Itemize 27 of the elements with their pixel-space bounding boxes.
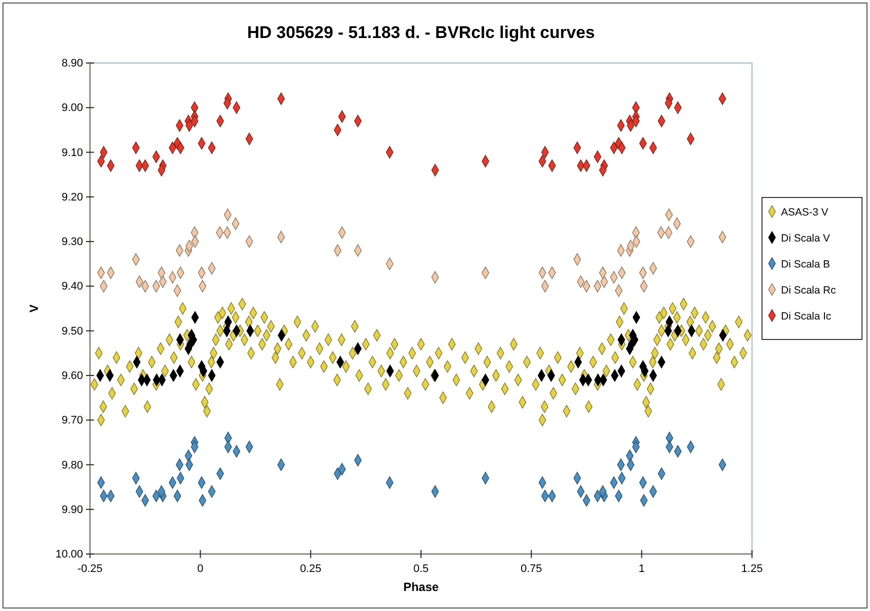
- y-tick-label: 9.20: [62, 191, 83, 204]
- y-tick-label: 9.60: [62, 370, 83, 382]
- x-axis-title: Phase: [403, 580, 439, 594]
- x-tick-label: 0: [197, 563, 204, 575]
- x-tick-label: 1.25: [741, 563, 763, 575]
- x-tick-label: 0.5: [413, 563, 429, 575]
- legend-label: Di Scala Ic: [781, 310, 832, 322]
- y-tick-label: 9.40: [62, 280, 83, 293]
- x-tick-label: -0.25: [77, 563, 103, 575]
- y-tick-label: 9.00: [62, 102, 83, 114]
- legend-label: ASAS-3 V: [781, 206, 828, 218]
- y-axis-title: V: [27, 304, 41, 313]
- x-tick-label: 0.75: [520, 563, 542, 575]
- legend-label: Di Scala V: [781, 232, 830, 244]
- y-tick-label: 9.80: [62, 459, 83, 472]
- y-tick-label: 8.90: [62, 58, 83, 70]
- y-tick-label: 9.50: [62, 325, 83, 338]
- y-tick-label: 9.10: [62, 146, 83, 159]
- y-tick-label: 9.70: [62, 414, 83, 427]
- x-tick-label: 0.25: [300, 563, 322, 575]
- chart-title: HD 305629 - 51.183 d. - BVRcIc light curves: [247, 23, 595, 42]
- y-tick-label: 10.00: [55, 548, 83, 561]
- legend-label: Di Scala Rc: [781, 284, 836, 296]
- legend-label: Di Scala B: [781, 258, 830, 270]
- x-tick-label: 1: [638, 563, 645, 575]
- y-tick-label: 9.30: [62, 236, 83, 248]
- y-tick-label: 9.90: [62, 504, 83, 516]
